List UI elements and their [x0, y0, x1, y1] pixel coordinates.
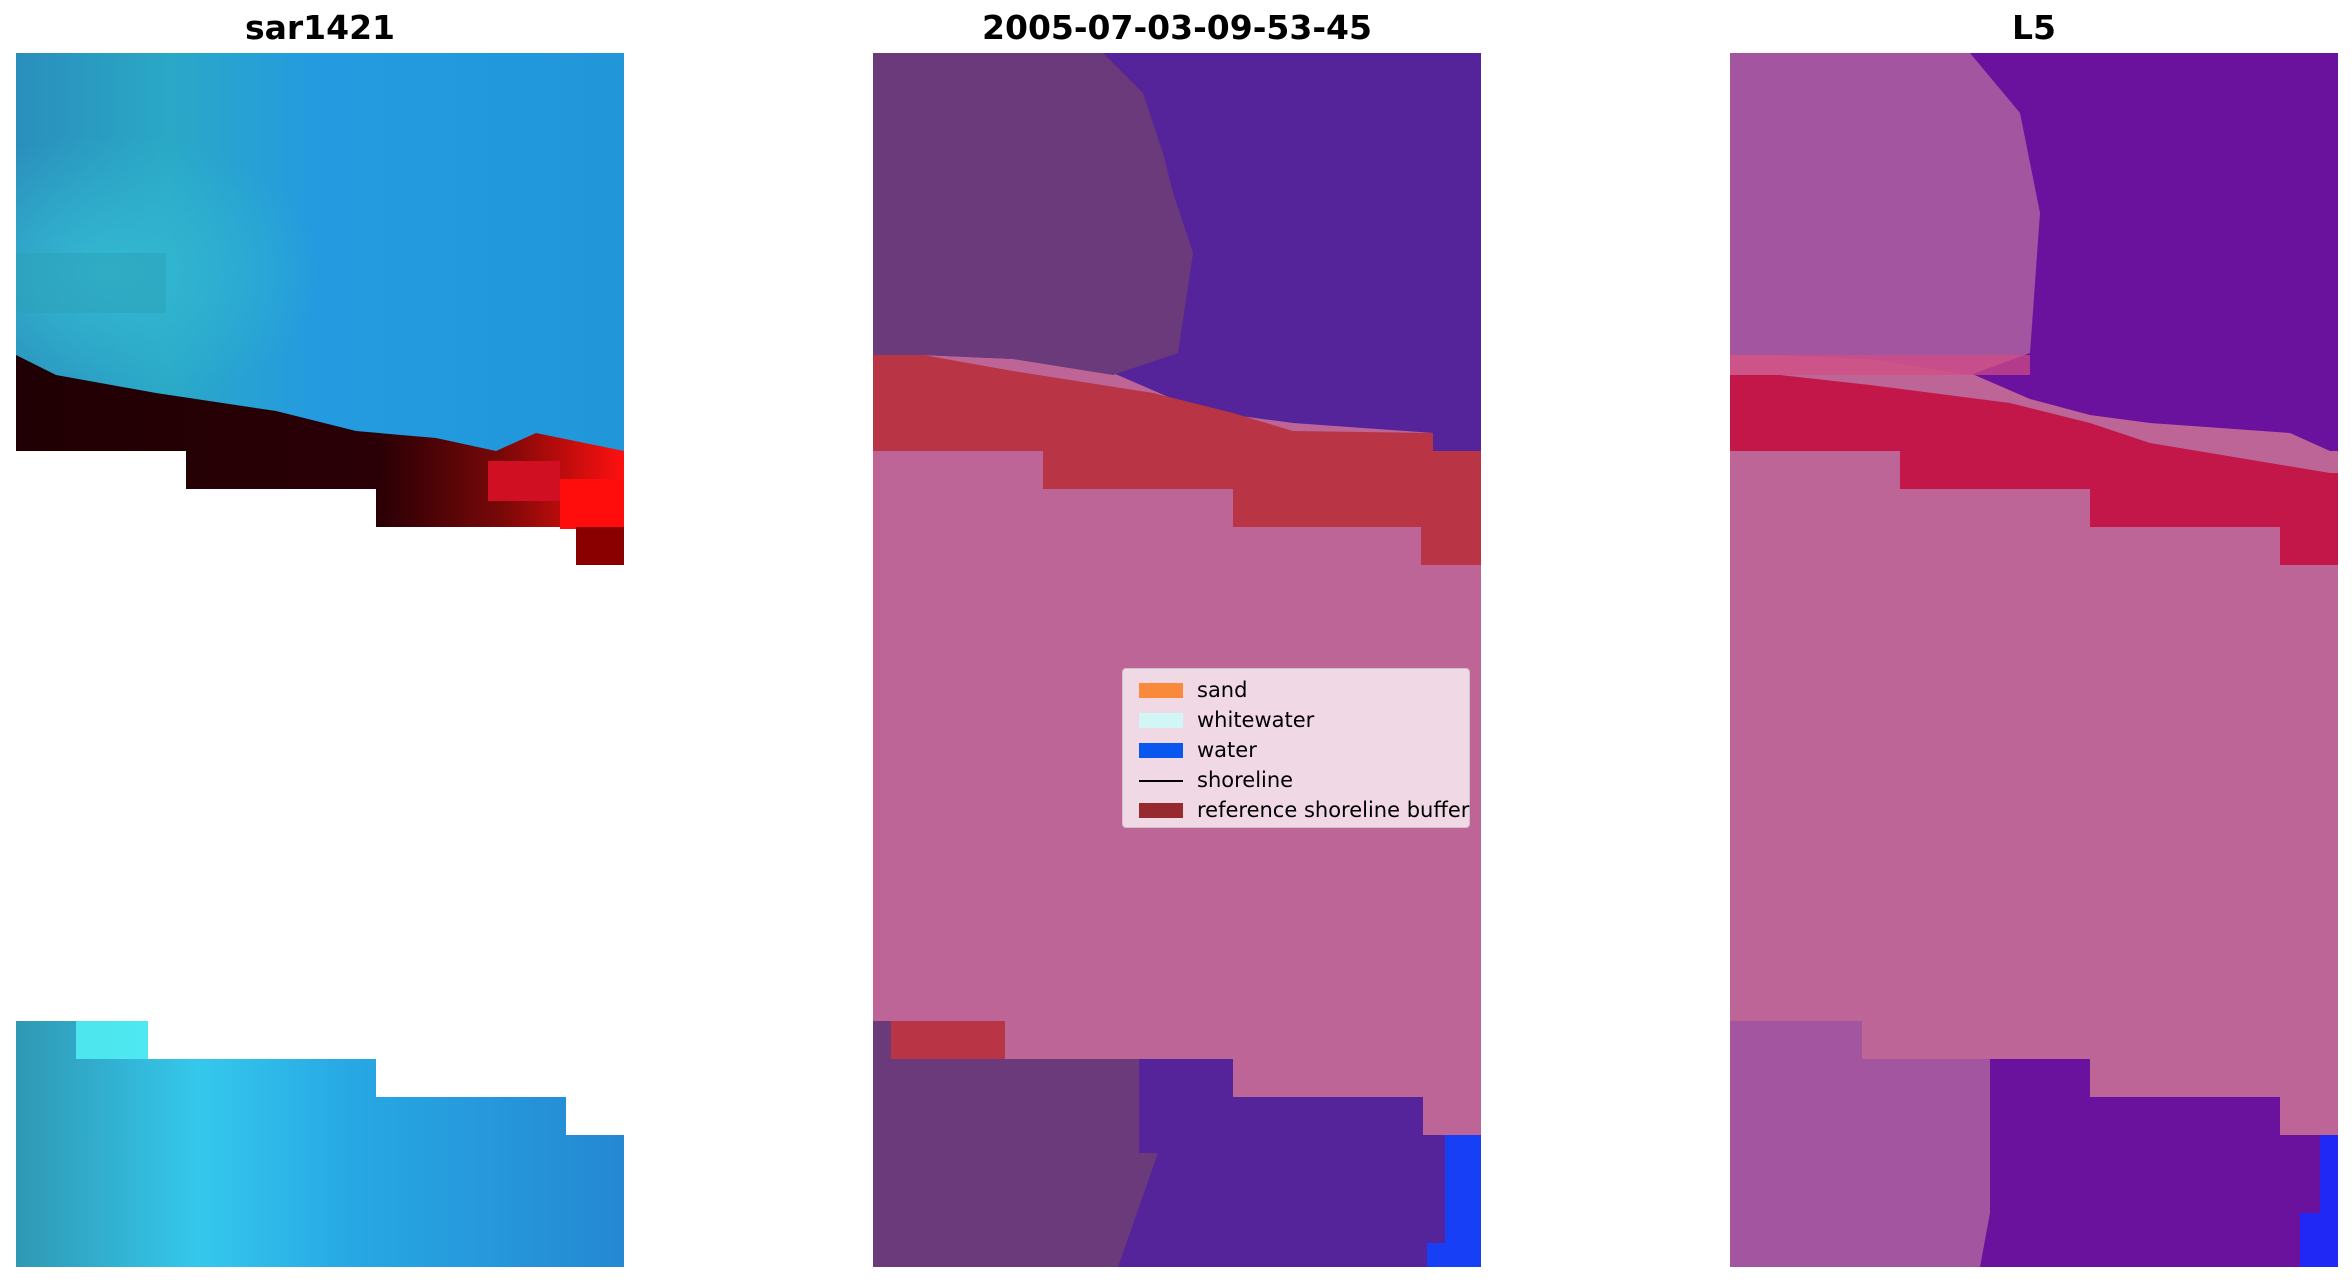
- water-swatch: [1139, 743, 1183, 758]
- dark-land: [16, 355, 624, 565]
- legend-item-shoreline: shoreline: [1131, 765, 1461, 795]
- legend-item-sand: sand: [1131, 675, 1461, 705]
- legend-label: reference shoreline buffer: [1197, 798, 1470, 822]
- l5-image: [1730, 53, 2338, 1267]
- legend-label: sand: [1197, 678, 1248, 702]
- shoreline-line-swatch: [1139, 780, 1183, 782]
- panel-title-l5: L5: [2012, 8, 2056, 47]
- reference-buffer-swatch: [1139, 803, 1183, 818]
- panel-title-date: 2005-07-03-09-53-45: [982, 8, 1372, 47]
- sar-image: [16, 53, 624, 1267]
- classification-image: [873, 53, 1481, 1267]
- legend-label: water: [1197, 738, 1257, 762]
- legend-label: shoreline: [1197, 768, 1294, 792]
- sea-area-lower: [16, 1021, 624, 1267]
- sar-image-panel: [16, 53, 624, 1267]
- legend-label: whitewater: [1197, 708, 1315, 732]
- legend-item-whitewater: whitewater: [1131, 705, 1461, 735]
- l5-panel: [1730, 53, 2338, 1267]
- classification-panel: [873, 53, 1481, 1267]
- sand-swatch: [1139, 683, 1183, 698]
- reference-buffer-area: [873, 355, 1481, 565]
- panel-title-sar: sar1421: [244, 8, 396, 47]
- legend-item-reference-buffer: reference shoreline buffer: [1131, 795, 1469, 825]
- legend-item-water: water: [1131, 735, 1461, 765]
- l5-crimson-band: [1730, 375, 2338, 565]
- legend: sand whitewater water shoreline referenc…: [1122, 668, 1470, 828]
- whitewater-swatch: [1139, 713, 1183, 728]
